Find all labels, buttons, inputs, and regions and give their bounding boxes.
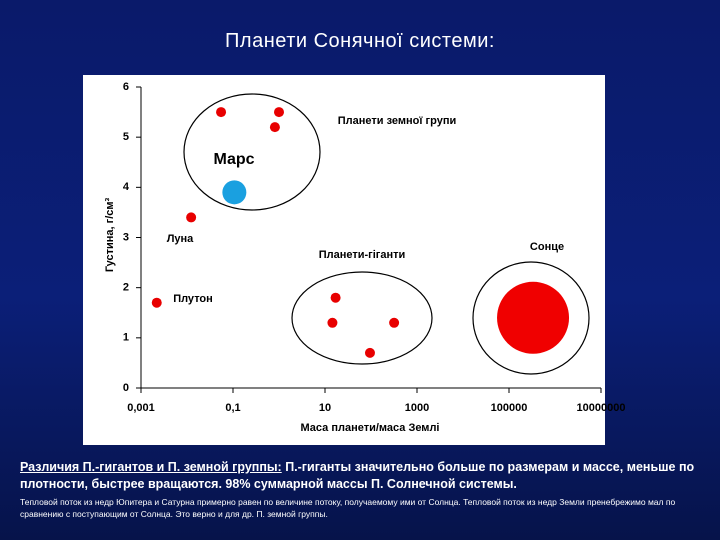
notes-main: Различия П.-гигантов и П. земной группы:… bbox=[20, 459, 710, 493]
point bbox=[186, 212, 197, 223]
x-tick-label: 10000000 bbox=[577, 402, 626, 414]
annotation: Плутон bbox=[173, 293, 213, 305]
x-tick-label: 0,001 bbox=[127, 402, 155, 414]
x-axis-label: Маса планети/маса Землі bbox=[301, 422, 440, 434]
notes: Различия П.-гигантов и П. земной группы:… bbox=[20, 459, 710, 520]
y-axis-label: Густина, г/см³ bbox=[104, 197, 116, 272]
annotation: Марс bbox=[213, 151, 254, 168]
annotation: Планети земної групи bbox=[338, 115, 456, 127]
y-tick-label: 0 bbox=[123, 382, 129, 394]
point bbox=[327, 317, 338, 328]
group-ellipse bbox=[291, 271, 433, 365]
point bbox=[389, 317, 400, 328]
x-tick-label: 1000 bbox=[405, 402, 429, 414]
x-tick-label: 10 bbox=[319, 402, 331, 414]
group-ellipse bbox=[472, 261, 590, 375]
point bbox=[222, 180, 247, 205]
notes-text: П.-гиганты значительно больше по размера… bbox=[20, 460, 695, 491]
annotation: Луна bbox=[167, 233, 194, 245]
x-tick-label: 0,1 bbox=[225, 402, 240, 414]
point bbox=[216, 107, 227, 118]
y-tick-label: 2 bbox=[123, 282, 129, 294]
notes-heading: Различия П.-гигантов и П. земной группы: bbox=[20, 460, 282, 474]
annotation: Сонце bbox=[530, 241, 564, 253]
y-tick-label: 3 bbox=[123, 231, 129, 243]
point bbox=[151, 297, 162, 308]
point bbox=[274, 107, 284, 118]
group-ellipse bbox=[183, 93, 321, 211]
y-tick-label: 6 bbox=[123, 81, 129, 93]
y-tick-label: 5 bbox=[123, 131, 129, 143]
point bbox=[269, 122, 280, 133]
annotation: Планети-гіганти bbox=[319, 249, 406, 261]
slide-title: Планети Сонячної системи: bbox=[225, 30, 495, 52]
point bbox=[330, 292, 341, 303]
y-tick-label: 1 bbox=[123, 332, 129, 344]
x-tick-label: 100000 bbox=[491, 402, 528, 414]
point bbox=[497, 281, 570, 354]
y-tick-label: 4 bbox=[123, 181, 130, 193]
point bbox=[364, 347, 375, 358]
notes-small: Тепловой поток из недр Юпитера и Сатурна… bbox=[20, 497, 676, 519]
chart-background bbox=[83, 75, 605, 445]
